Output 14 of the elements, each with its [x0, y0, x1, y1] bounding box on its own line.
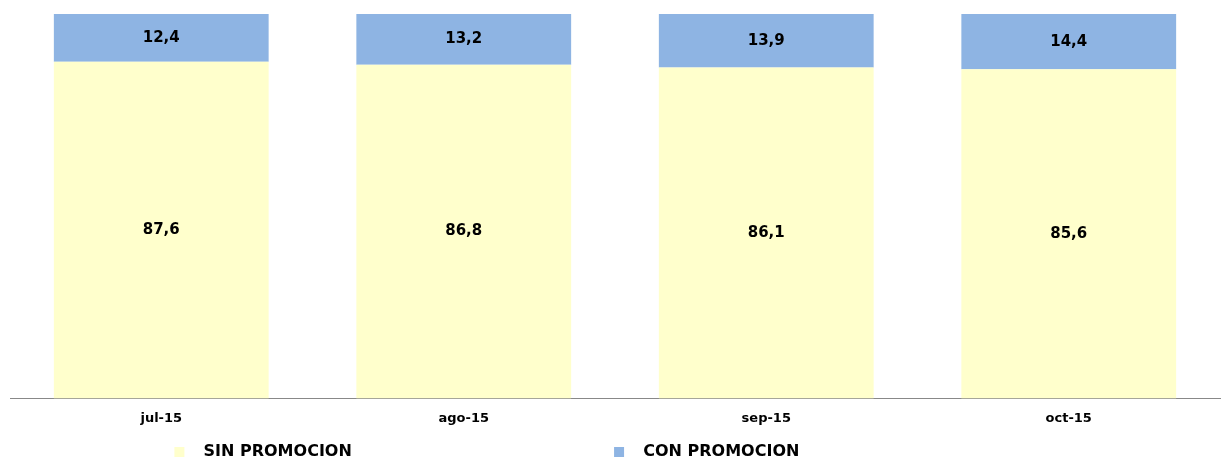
x-tick-label: oct-15 — [1045, 409, 1092, 425]
data-label: 86,8 — [445, 221, 483, 240]
data-label: 13,9 — [747, 30, 785, 49]
data-label: 13,2 — [445, 29, 483, 48]
data-label: 85,6 — [1050, 223, 1088, 242]
x-tick-label: jul-15 — [139, 409, 183, 425]
x-tick-label: sep-15 — [741, 409, 791, 425]
data-label: 86,1 — [747, 222, 785, 241]
data-label: 87,6 — [142, 219, 180, 238]
data-label: 12,4 — [142, 27, 180, 46]
legend-label: SIN PROMOCION — [192, 441, 609, 461]
legend-label: CON PROMOCION — [632, 441, 1056, 461]
data-label: 14,4 — [1050, 31, 1088, 50]
x-tick-label: ago-15 — [438, 409, 489, 425]
